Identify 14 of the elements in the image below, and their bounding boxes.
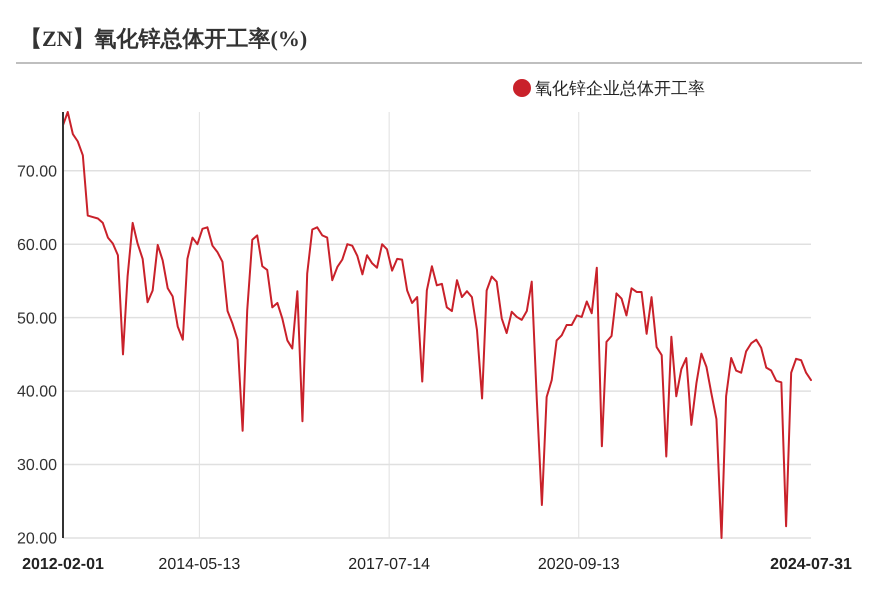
y-tick-label: 50.00 xyxy=(16,310,58,328)
legend-label: 氧化锌企业总体开工率 xyxy=(535,78,705,98)
y-tick-label: 40.00 xyxy=(16,384,58,401)
y-tick-label: 60.00 xyxy=(16,236,58,254)
x-tick-label: 2020-09-13 xyxy=(538,556,620,573)
x-tick-label: 2024-07-31 xyxy=(770,556,852,573)
x-tick-label: 2017-07-14 xyxy=(348,556,430,573)
y-tick-label: 20.00 xyxy=(16,530,58,548)
x-tick-label: 2014-05-13 xyxy=(158,556,240,573)
chart-title: 【ZN】氧化锌总体开工率(%) xyxy=(20,26,308,51)
y-tick-label: 30.00 xyxy=(16,457,58,474)
line-series xyxy=(62,111,812,539)
x-tick-label: 2012-02-01 xyxy=(22,556,104,573)
y-tick-label: 70.00 xyxy=(16,163,58,180)
